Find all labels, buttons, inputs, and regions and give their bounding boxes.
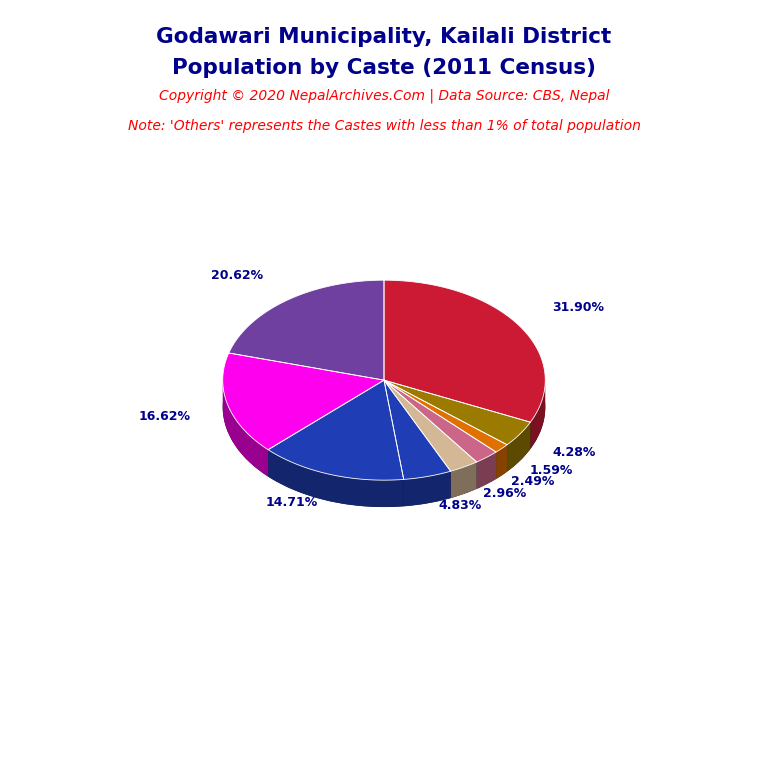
Polygon shape — [451, 462, 477, 498]
Polygon shape — [477, 452, 496, 489]
Polygon shape — [384, 380, 531, 445]
Text: Note: 'Others' represents the Castes with less than 1% of total population: Note: 'Others' represents the Castes wit… — [127, 119, 641, 133]
Text: 4.28%: 4.28% — [552, 446, 596, 459]
Polygon shape — [531, 379, 545, 449]
Polygon shape — [268, 380, 404, 480]
Polygon shape — [496, 445, 507, 479]
Text: Copyright © 2020 NepalArchives.Com | Data Source: CBS, Nepal: Copyright © 2020 NepalArchives.Com | Dat… — [159, 88, 609, 103]
Text: 4.83%: 4.83% — [438, 498, 482, 511]
Polygon shape — [384, 380, 507, 452]
Text: 16.62%: 16.62% — [138, 410, 190, 423]
Polygon shape — [384, 280, 545, 422]
Polygon shape — [384, 380, 477, 472]
Text: Population by Caste (2011 Census): Population by Caste (2011 Census) — [172, 58, 596, 78]
Ellipse shape — [223, 307, 545, 507]
Polygon shape — [404, 472, 451, 506]
Polygon shape — [223, 353, 384, 450]
Text: 14.71%: 14.71% — [265, 496, 317, 509]
Polygon shape — [507, 422, 531, 472]
Text: 20.62%: 20.62% — [211, 269, 263, 282]
Text: 2.49%: 2.49% — [511, 475, 554, 488]
Polygon shape — [384, 380, 496, 462]
Text: 1.59%: 1.59% — [530, 464, 573, 477]
Polygon shape — [384, 380, 451, 479]
Text: 2.96%: 2.96% — [483, 487, 526, 500]
Polygon shape — [268, 450, 404, 507]
Polygon shape — [223, 380, 268, 477]
Polygon shape — [229, 280, 384, 380]
Text: Godawari Municipality, Kailali District: Godawari Municipality, Kailali District — [157, 27, 611, 47]
Text: 31.90%: 31.90% — [552, 301, 604, 314]
